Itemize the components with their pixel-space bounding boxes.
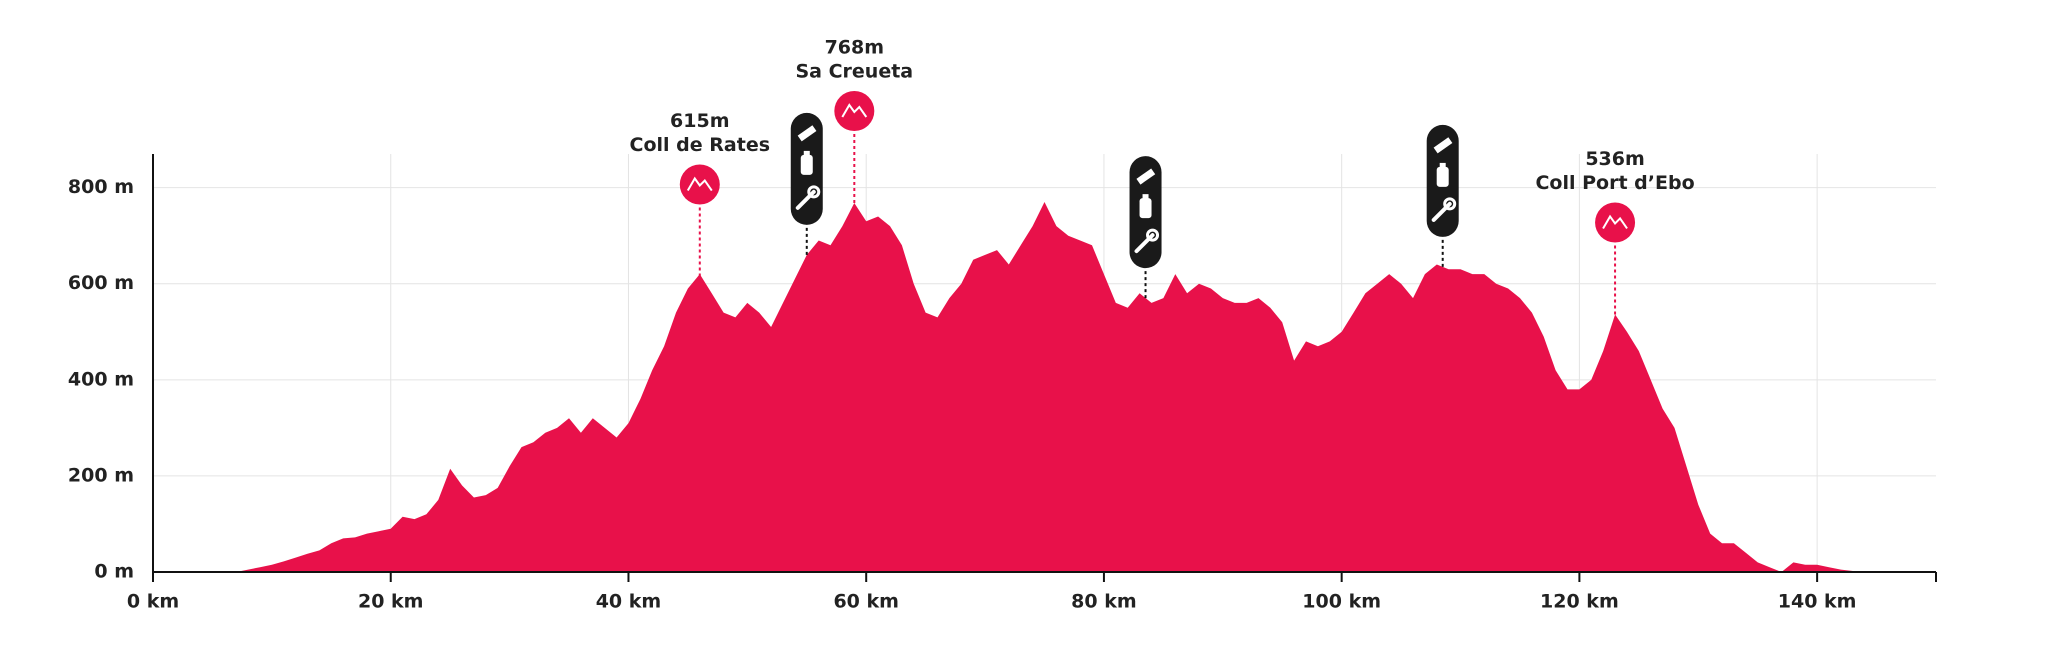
bottle-cap [1439,162,1446,168]
wrench-head [807,185,821,199]
bottle-icon [1436,166,1449,187]
bottle-cap [1142,194,1149,200]
y-tick-label: 800 m [68,176,134,198]
mountain-icon [1602,214,1628,230]
bottle-icon [800,154,813,175]
x-tick-label: 20 km [358,591,424,613]
peak-name: Coll de Rates [630,134,770,156]
bottle-cap [803,150,810,156]
y-tick-label: 0 m [94,561,134,583]
bottle-icon [1139,198,1152,219]
wrench-head [1146,228,1160,242]
x-tick-label: 0 km [127,591,179,613]
food-icon [797,125,817,142]
y-tick-label: 200 m [68,464,134,486]
food-icon [1136,168,1156,185]
mountain-icon [686,176,713,192]
y-tick-label: 400 m [68,368,134,390]
y-tick-label: 600 m [68,272,134,294]
x-tick-label: 140 km [1778,591,1857,613]
food-icon [1433,137,1453,154]
wrench-head [1443,197,1457,211]
x-tick-label: 120 km [1540,591,1619,613]
x-tick-label: 80 km [1071,591,1137,613]
peak-elevation: 768m [825,37,884,59]
mountain-icon [841,103,868,118]
x-tick-label: 40 km [596,591,662,613]
peak-name: Coll Port d’Ebo [1535,172,1694,194]
x-tick-label: 100 km [1302,591,1381,613]
x-tick-label: 60 km [833,591,899,613]
peak-elevation: 615m [670,110,729,132]
peak-name: Sa Creueta [795,61,913,83]
elevation-area [153,202,1865,572]
peak-elevation: 536m [1585,148,1644,170]
